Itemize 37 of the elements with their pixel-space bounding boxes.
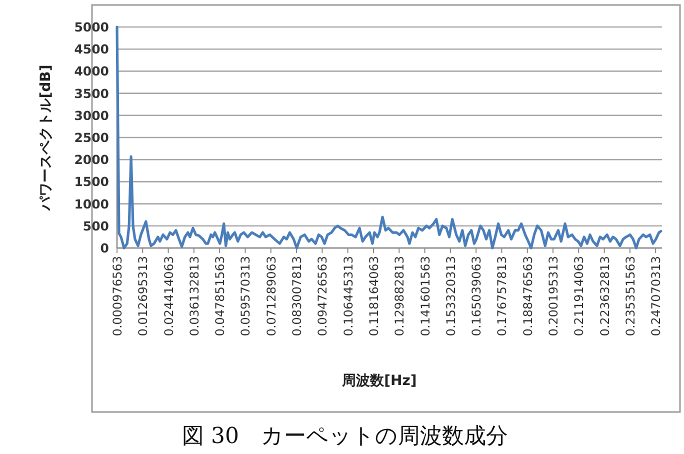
x-tick-label: 0.118164063 (366, 256, 381, 336)
y-tick-label: 500 (82, 218, 110, 234)
x-tick-label: 0.083007813 (290, 256, 304, 336)
x-tick-label: 0.188476563 (520, 256, 535, 336)
x-tick-label: 0.036132813 (187, 256, 202, 336)
x-tick-label: 0.211914063 (572, 256, 586, 336)
x-tick-label: 0.141601563 (418, 256, 432, 336)
line-series (116, 26, 662, 250)
y-tick-label: 4500 (74, 42, 110, 57)
y-tick-label: 1000 (74, 196, 110, 212)
y-tick-label: 1500 (74, 174, 110, 190)
x-tick-label: 0.059570313 (238, 256, 253, 336)
y-tick-label: 3000 (74, 108, 110, 123)
y-tick-label: 2000 (74, 152, 110, 168)
x-tick-label: 0.129882813 (392, 256, 407, 336)
y-tick-label: 4000 (74, 64, 110, 79)
x-tick-label: 0.024414063 (162, 256, 176, 336)
x-tick-label: 0.165039063 (470, 256, 484, 336)
y-tick-label: 5000 (74, 20, 110, 34)
x-tick-label: 0.047851563 (213, 256, 228, 336)
x-tick-label: 0.200195313 (546, 256, 560, 336)
x-tick-label: 0.000976563 (110, 256, 124, 336)
x-tick-label: 0.094726563 (316, 256, 330, 336)
x-tick-label: 0.153320313 (444, 256, 458, 336)
x-axis-title: 周波数[Hz] (341, 373, 417, 389)
x-tick-label: 0.071289063 (264, 256, 278, 336)
x-tick-label: 0.223632813 (598, 256, 612, 336)
y-axis-title: パワースペクトル[dB] (38, 64, 54, 212)
x-tick-label: 0.247070313 (649, 256, 664, 336)
y-tick-label: 3500 (74, 86, 110, 101)
y-tick-label: 2500 (74, 130, 110, 145)
y-tick-label: 0 (100, 240, 110, 256)
x-tick-label: 0.235351563 (623, 256, 638, 336)
x-tick-label: 0.176757813 (495, 256, 510, 336)
x-tick-label: 0.012695313 (136, 256, 150, 336)
x-tick-label: 0.106445313 (341, 256, 356, 336)
caption: 図 30 カーペットの周波数成分 (182, 424, 508, 449)
